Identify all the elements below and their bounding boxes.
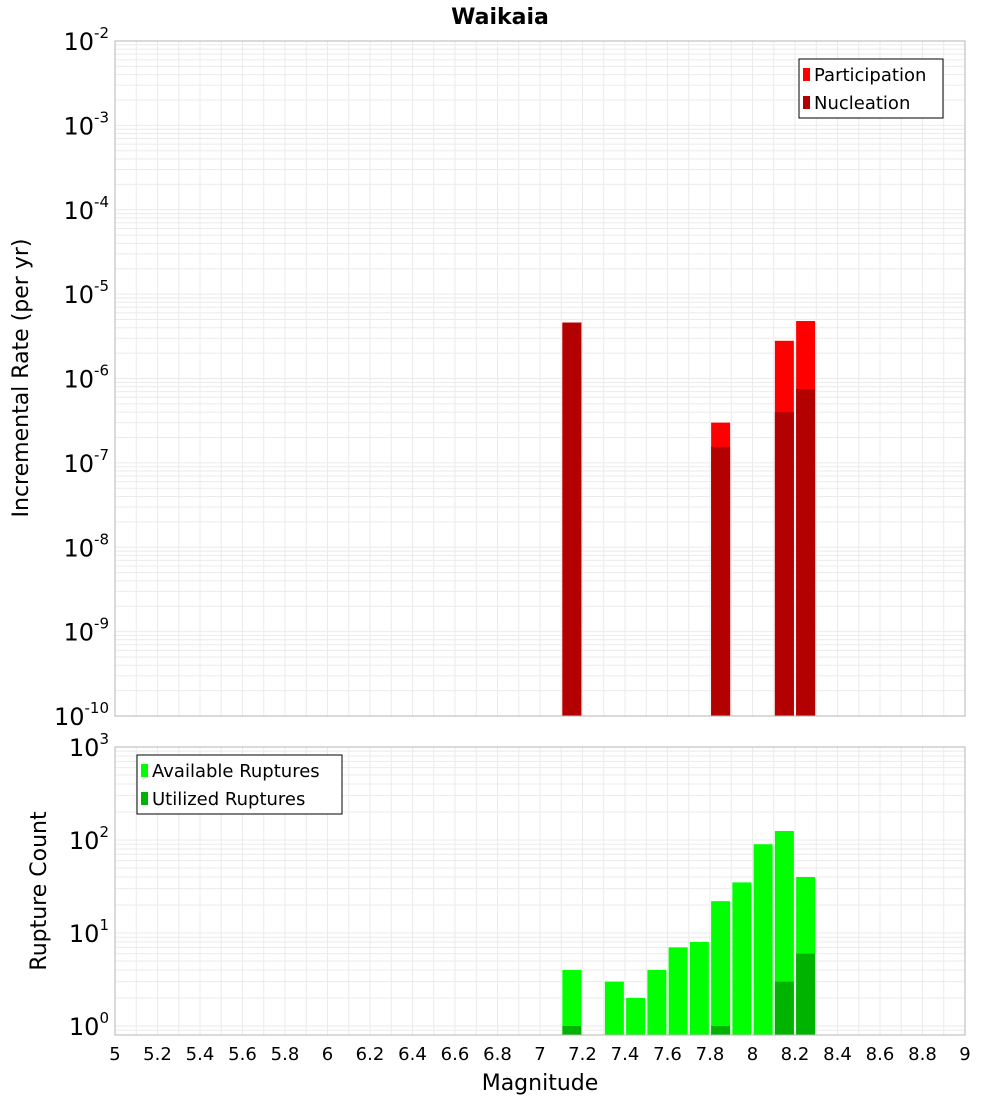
- rate-plot-frame: [114, 40, 966, 717]
- y-tick-label: 10-2: [63, 24, 109, 56]
- x-tick-label: 9: [959, 1044, 970, 1065]
- bar-available-ruptures: [562, 969, 582, 1035]
- rate-y-axis-label: Incremental Rate (per yr): [9, 239, 34, 518]
- bar-available-ruptures: [647, 969, 667, 1035]
- bar-available-ruptures: [604, 981, 624, 1035]
- x-tick-label: 7: [534, 1044, 545, 1065]
- legend-swatch: [141, 764, 148, 777]
- y-tick-label: 100: [69, 1009, 109, 1041]
- bar-nucleation: [774, 412, 794, 716]
- legend-box: [136, 754, 343, 815]
- x-tick-label: 6: [322, 1044, 333, 1065]
- legend-label: Available Ruptures: [152, 761, 320, 782]
- bar-available-ruptures: [668, 947, 688, 1035]
- count-plot-frame: [114, 746, 966, 1036]
- x-tick-label: 8.2: [781, 1044, 810, 1065]
- x-tick-label: 7.8: [696, 1044, 725, 1065]
- y-tick-label: 10-5: [63, 277, 109, 309]
- chart-title: Waikaia: [451, 5, 549, 30]
- rate-y-ticks: 10-10 10-9 10-8 10-7 10-6 10-5 10-4 10-3 10-2: [54, 24, 109, 731]
- y-tick-label: 10-6: [63, 362, 109, 394]
- x-tick-label: 5.6: [228, 1044, 257, 1065]
- magnitude-x-ticks: 5 5.2 5.4 5.6 5.8 6 6.2 6.4 6.6 6.8 7 7.2 7.4 7.6 7.8 8…: [109, 1044, 970, 1065]
- x-tick-label: 6.4: [398, 1044, 427, 1065]
- y-tick-label: 10-7: [63, 446, 109, 478]
- x-tick-label: 7.4: [611, 1044, 640, 1065]
- bar-nucleation: [562, 322, 582, 716]
- x-tick-label: 7.2: [568, 1044, 597, 1065]
- bar-utilized-ruptures: [796, 953, 816, 1035]
- legend-label: Nucleation: [814, 93, 910, 114]
- rate-legend: Participation Nucleation: [798, 58, 944, 119]
- bar-available-ruptures: [711, 901, 731, 1035]
- x-tick-label: 8.4: [823, 1044, 852, 1065]
- y-tick-label: 10-9: [63, 615, 109, 647]
- x-tick-label: 5.8: [271, 1044, 300, 1065]
- x-tick-label: 6.2: [356, 1044, 385, 1065]
- y-tick-label: 10-4: [63, 193, 109, 225]
- bar-available-ruptures: [626, 997, 646, 1035]
- x-tick-label: 6.6: [441, 1044, 470, 1065]
- y-tick-label: 10-8: [63, 530, 109, 562]
- bar-nucleation: [711, 446, 731, 716]
- x-axis-label: Magnitude: [482, 1071, 599, 1096]
- rate-gridlines: [114, 41, 966, 717]
- rate-bars: [562, 321, 816, 716]
- bar-available-ruptures: [732, 882, 752, 1035]
- count-panel: 100 101 102 103 5 5.2 5.4 5.6 5.8 6 6.2 6.4 6.6 6.8 7…: [27, 730, 971, 1096]
- legend-swatch: [803, 96, 810, 109]
- rate-panel: 10-10 10-9 10-8 10-7 10-6 10-5 10-4 10-3 10-2 In…: [9, 24, 966, 731]
- legend-label: Participation: [814, 65, 926, 86]
- bar-utilized-ruptures: [562, 1025, 582, 1035]
- count-legend: Available Ruptures Utilized Ruptures: [136, 754, 343, 815]
- x-tick-label: 5: [109, 1044, 120, 1065]
- bar-nucleation: [796, 389, 816, 716]
- x-tick-label: 8.8: [908, 1044, 937, 1065]
- y-tick-label: 10-3: [63, 108, 109, 140]
- legend-swatch: [141, 792, 148, 805]
- x-tick-label: 5.4: [186, 1044, 215, 1065]
- x-tick-label: 7.6: [653, 1044, 682, 1065]
- x-tick-label: 5.2: [143, 1044, 172, 1065]
- x-tick-label: 8.6: [866, 1044, 895, 1065]
- legend-swatch: [803, 68, 810, 81]
- count-y-axis-label: Rupture Count: [27, 811, 52, 971]
- bar-utilized-ruptures: [711, 1025, 731, 1035]
- bar-available-ruptures: [689, 942, 709, 1035]
- legend-label: Utilized Ruptures: [152, 789, 305, 810]
- legend-box: [798, 58, 944, 119]
- x-tick-label: 6.8: [483, 1044, 512, 1065]
- y-tick-label: 102: [69, 823, 109, 855]
- bar-utilized-ruptures: [774, 981, 794, 1035]
- y-tick-label: 103: [69, 730, 109, 762]
- y-tick-label: 101: [69, 916, 109, 948]
- count-bars: [562, 830, 816, 1035]
- x-tick-label: 8: [747, 1044, 758, 1065]
- y-tick-label: 10-10: [54, 699, 109, 731]
- count-y-ticks: 100 101 102 103: [69, 730, 109, 1041]
- bar-available-ruptures: [753, 844, 773, 1035]
